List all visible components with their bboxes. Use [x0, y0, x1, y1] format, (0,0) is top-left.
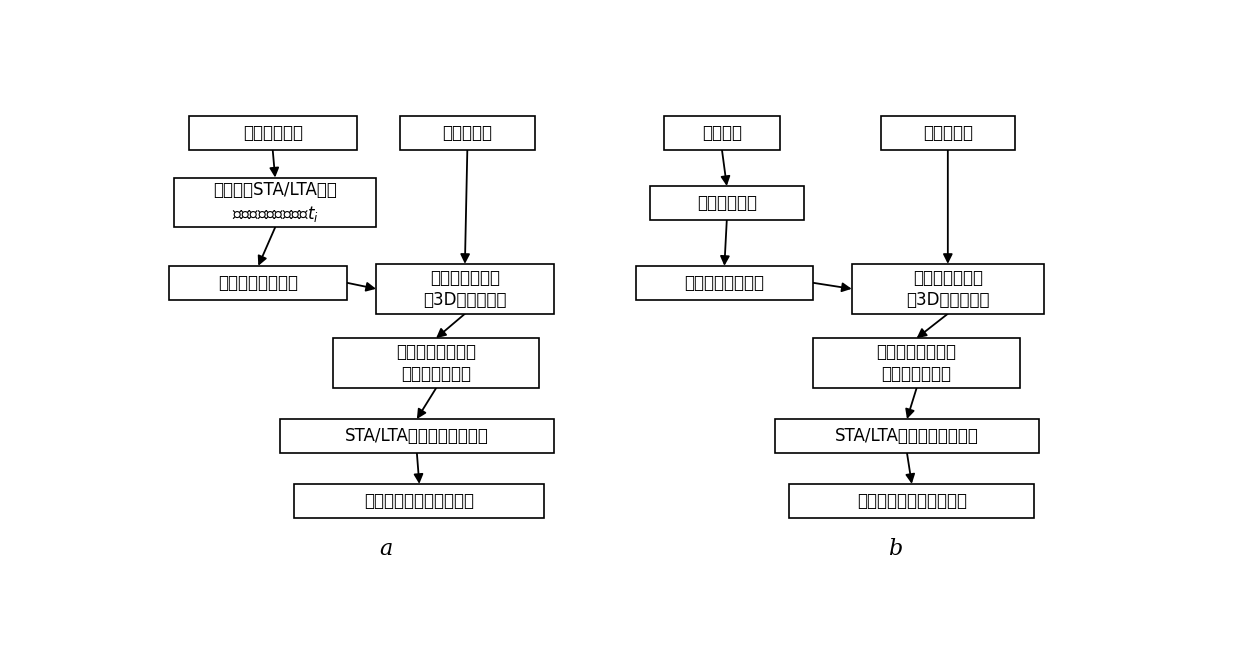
FancyBboxPatch shape — [188, 116, 357, 150]
FancyBboxPatch shape — [635, 266, 813, 300]
FancyBboxPatch shape — [852, 264, 1044, 314]
FancyBboxPatch shape — [401, 116, 534, 150]
FancyBboxPatch shape — [376, 264, 554, 314]
Text: 测井曲线: 测井曲线 — [702, 124, 742, 142]
Text: 微地震数据: 微地震数据 — [923, 124, 973, 142]
Text: 利用初至文件校
正3D微地震数据: 利用初至文件校 正3D微地震数据 — [423, 269, 507, 309]
FancyBboxPatch shape — [174, 178, 376, 227]
Text: a: a — [379, 538, 392, 561]
FancyBboxPatch shape — [294, 484, 544, 518]
Text: 采用传统STA/LTA法拾
取射孔信号初至到时$t_i$: 采用传统STA/LTA法拾 取射孔信号初至到时$t_i$ — [213, 181, 337, 224]
Text: 多道微震数据能量
叠加获得模型道: 多道微震数据能量 叠加获得模型道 — [877, 343, 956, 383]
Text: 计算初至时差文件: 计算初至时差文件 — [218, 274, 299, 292]
Text: 输出微地震事件触发时刻: 输出微地震事件触发时刻 — [365, 492, 474, 510]
Text: 利用初至文件校
正3D微地震数据: 利用初至文件校 正3D微地震数据 — [906, 269, 990, 309]
FancyBboxPatch shape — [813, 338, 1019, 388]
Text: 输出微地震事件触发时刻: 输出微地震事件触发时刻 — [857, 492, 967, 510]
FancyBboxPatch shape — [332, 338, 539, 388]
Text: STA/LTA法识别微地震事件: STA/LTA法识别微地震事件 — [835, 427, 978, 445]
FancyBboxPatch shape — [789, 484, 1034, 518]
Text: b: b — [888, 538, 901, 561]
FancyBboxPatch shape — [775, 419, 1039, 453]
Text: 输入射孔数据: 输入射孔数据 — [243, 124, 303, 142]
FancyBboxPatch shape — [280, 419, 554, 453]
Text: 多道微震数据能量
叠加获得模型道: 多道微震数据能量 叠加获得模型道 — [396, 343, 476, 383]
FancyBboxPatch shape — [170, 266, 347, 300]
FancyBboxPatch shape — [650, 186, 804, 220]
Text: 微地震数据: 微地震数据 — [443, 124, 492, 142]
Text: 计算初至时差文件: 计算初至时差文件 — [684, 274, 764, 292]
FancyBboxPatch shape — [665, 116, 780, 150]
Text: STA/LTA法识别微地震事件: STA/LTA法识别微地震事件 — [345, 427, 489, 445]
Text: 获得速度模型: 获得速度模型 — [697, 194, 756, 212]
FancyBboxPatch shape — [880, 116, 1016, 150]
